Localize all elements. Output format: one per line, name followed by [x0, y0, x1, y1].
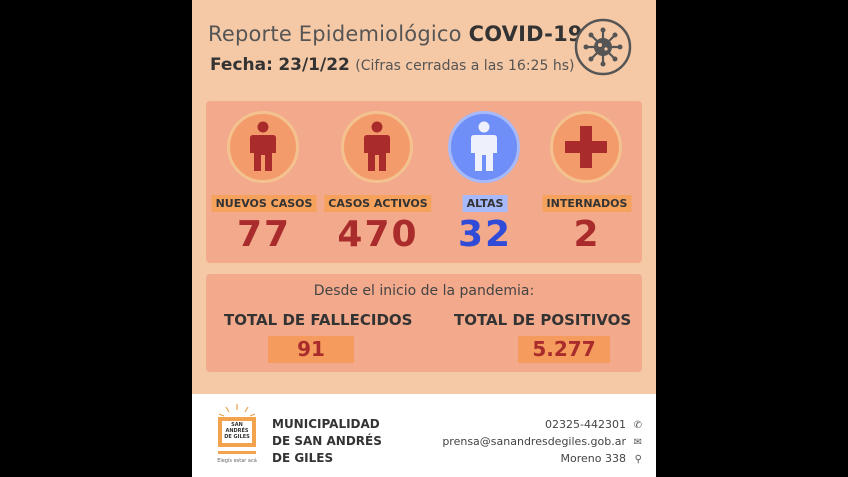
- since-pandemic-label: Desde el inicio de la pandemia:: [313, 283, 535, 299]
- report-title: Reporte Epidemiológico COVID-19: [208, 22, 583, 46]
- stat-value: 77: [236, 214, 292, 255]
- stat-label: INTERNADOS: [542, 195, 632, 212]
- stat-nuevos-casos: NUEVOS CASOS 77: [209, 101, 319, 263]
- stat-value: 2: [573, 214, 601, 255]
- stat-label: CASOS ACTIVOS: [324, 195, 432, 212]
- report-title-prefix: Reporte Epidemiológico: [208, 22, 462, 46]
- org-line-2: DE SAN ANDRÉS: [272, 434, 382, 448]
- report-title-covid: COVID-19: [468, 22, 583, 46]
- organization-name: MUNICIPALIDAD DE SAN ANDRÉS DE GILES: [272, 416, 402, 467]
- stat-value: 470: [337, 214, 419, 255]
- total-positives-label: TOTAL DE POSITIVOS: [454, 311, 632, 329]
- total-deaths-label: TOTAL DE FALLECIDOS: [224, 311, 413, 329]
- mail-icon: ✉: [633, 437, 642, 448]
- total-positives-value: 5.277: [518, 336, 610, 363]
- person-icon: [471, 121, 497, 171]
- stat-casos-activos: CASOS ACTIVOS 470: [323, 101, 433, 263]
- logo-slogan: Elegís estar acá: [217, 458, 257, 464]
- municipality-logo: [218, 404, 256, 454]
- contact-email[interactable]: prensa@sanandresdegiles.gob.ar ✉: [442, 435, 642, 448]
- logo-text: SAN ANDRÉS DE GILES: [224, 422, 250, 440]
- report-date: Fecha: 23/1/22 (Cifras cerradas a las 16…: [210, 55, 574, 75]
- stat-circle: [550, 111, 622, 183]
- date-note: (Cifras cerradas a las 16:25 hs): [355, 58, 575, 74]
- email-text[interactable]: prensa@sanandresdegiles.gob.ar: [442, 435, 626, 448]
- stat-label: NUEVOS CASOS: [211, 195, 317, 212]
- phone-text: 02325-442301: [545, 418, 626, 431]
- date-value: 23/1/22: [278, 55, 350, 75]
- contact-address: Moreno 338 ⚲: [561, 452, 642, 465]
- virus-icon: [574, 18, 632, 76]
- contact-phone: 02325-442301 ✆: [545, 418, 642, 431]
- cumulative-panel: Desde el inicio de la pandemia: TOTAL DE…: [206, 274, 642, 372]
- phone-icon: ✆: [633, 420, 642, 431]
- org-line-3: DE GILES: [272, 451, 334, 465]
- total-deaths-value: 91: [268, 336, 354, 363]
- daily-stats-panel: NUEVOS CASOS 77 CASOS ACTIVOS 470 ALTA: [206, 101, 642, 263]
- stat-circle: [227, 111, 299, 183]
- stat-circle: [448, 111, 520, 183]
- footer: SAN ANDRÉS DE GILES Elegís estar acá MUN…: [192, 394, 656, 477]
- location-pin-icon: ⚲: [634, 454, 642, 465]
- stat-circle: [341, 111, 413, 183]
- person-icon: [364, 121, 390, 171]
- person-icon: [250, 121, 276, 171]
- stat-altas: ALTAS 32: [430, 101, 540, 263]
- stat-value: 32: [457, 214, 513, 255]
- stat-internados: INTERNADOS 2: [532, 101, 642, 263]
- address-text: Moreno 338: [560, 452, 626, 465]
- org-line-1: MUNICIPALIDAD: [272, 417, 380, 431]
- stat-label: ALTAS: [462, 195, 508, 212]
- covid-report-card: Reporte Epidemiológico COVID-19 Fecha: 2…: [192, 0, 656, 477]
- red-cross-icon: [565, 126, 607, 168]
- date-label: Fecha:: [210, 55, 273, 75]
